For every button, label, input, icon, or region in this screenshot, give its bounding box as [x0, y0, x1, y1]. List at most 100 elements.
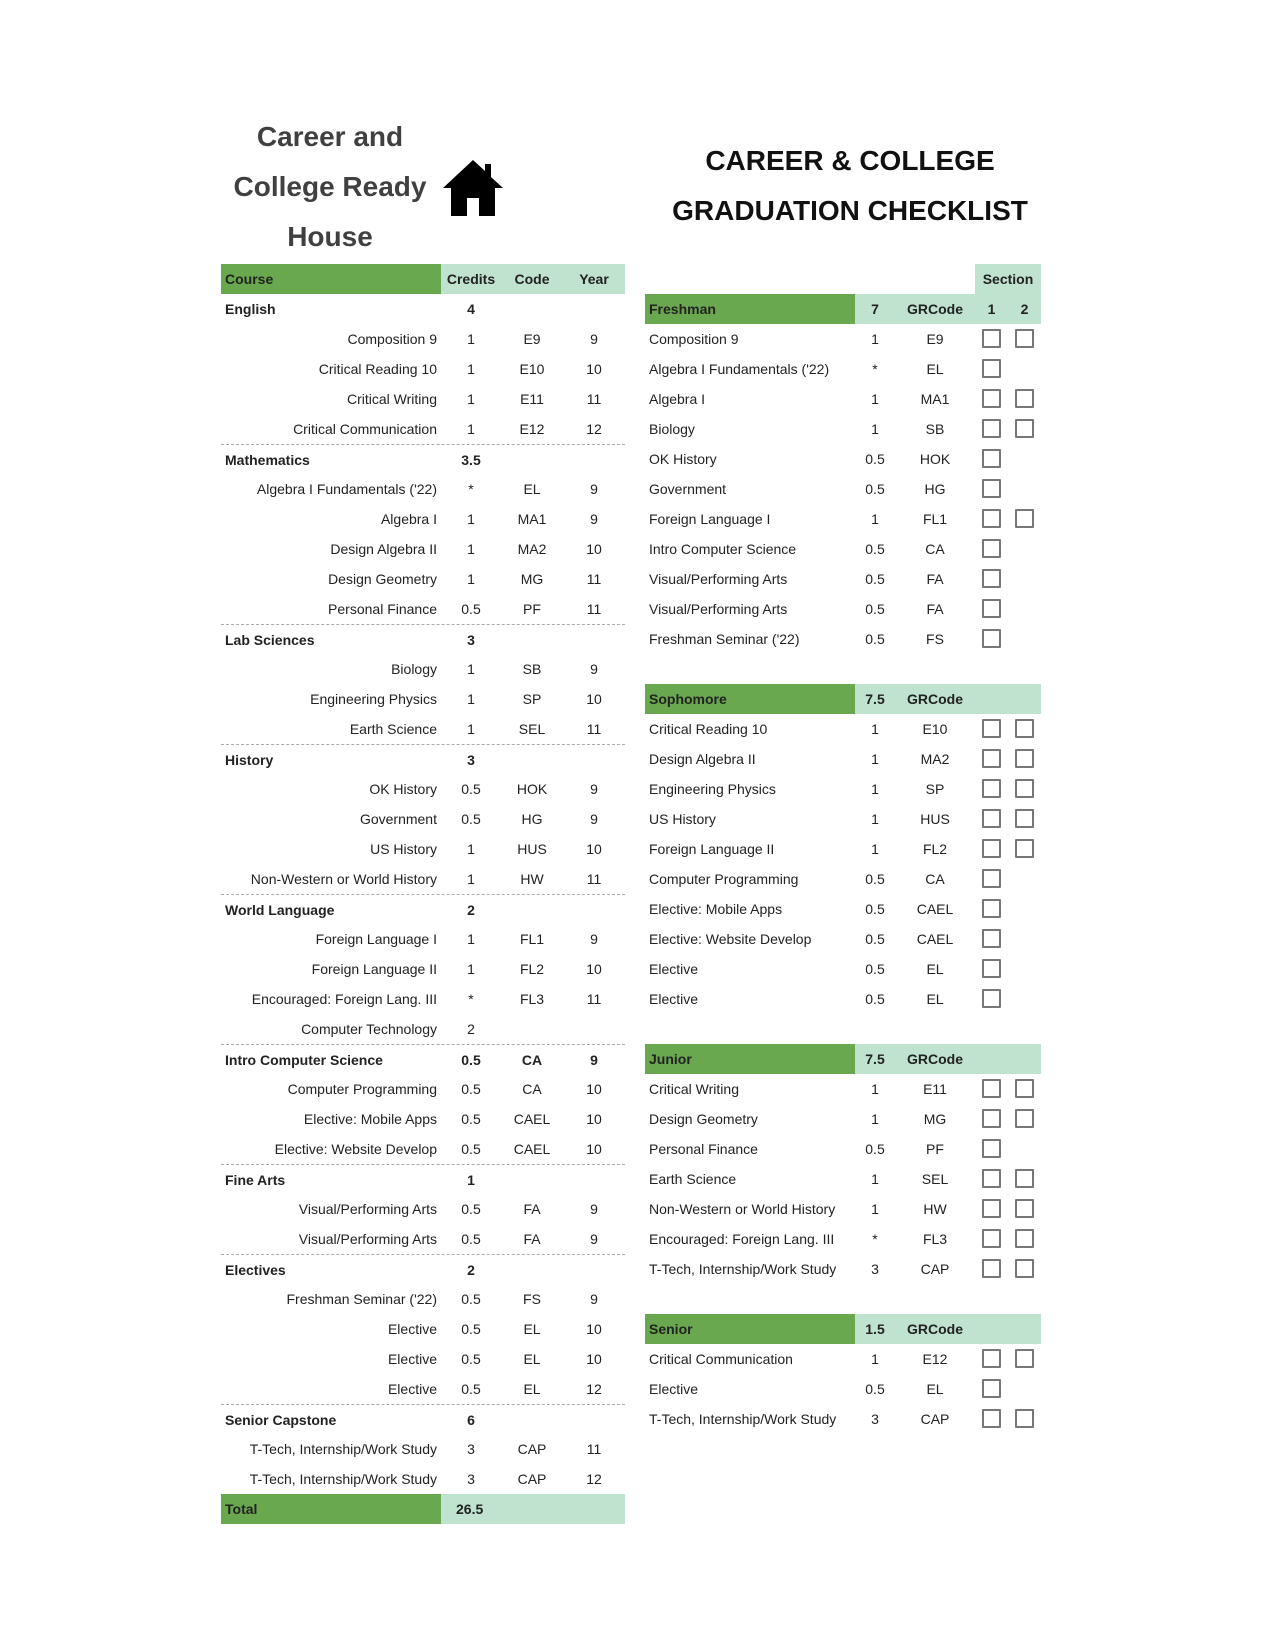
course-name: Non-Western or World History [250, 871, 437, 887]
code: EL [926, 961, 944, 977]
title-line: House [287, 221, 373, 252]
checkbox-section-1[interactable] [982, 509, 1001, 529]
checkbox-section-1[interactable] [982, 779, 1001, 799]
checkbox-section-2[interactable] [1015, 509, 1034, 529]
code: CA [521, 1052, 543, 1068]
checkbox-section-1[interactable] [982, 479, 1001, 499]
course-name: Biology [649, 421, 695, 437]
credits: 0.5 [461, 1291, 481, 1307]
checkbox-section-2[interactable] [1015, 1109, 1034, 1129]
checkbox-section-2[interactable] [1015, 1259, 1034, 1279]
group-header-junior: Junior 7.5 GRCode [645, 1044, 1041, 1074]
checkbox-section-2[interactable] [1015, 1409, 1034, 1429]
checkbox-cell [975, 1194, 1008, 1224]
credits: 3 [467, 632, 475, 648]
code: MA1 [517, 511, 547, 527]
group-name: Freshman [645, 294, 855, 324]
credits: 1 [467, 931, 475, 947]
credits: 0.5 [865, 871, 885, 887]
checkbox-cell [1008, 714, 1041, 744]
credits: 1 [467, 361, 475, 377]
checkbox-cell [1008, 954, 1041, 984]
checkbox-section-1[interactable] [982, 1379, 1001, 1399]
code: CA [925, 871, 945, 887]
course-row: Freshman Seminar ('22) 0.5 FS 9 [221, 1284, 625, 1314]
checkbox-section-2[interactable] [1015, 749, 1034, 769]
code: FA [523, 1231, 541, 1247]
checkbox-section-1[interactable] [982, 1349, 1001, 1369]
checkbox-section-2[interactable] [1015, 389, 1034, 409]
checkbox-section-2[interactable] [1015, 779, 1034, 799]
checkbox-section-1[interactable] [982, 869, 1001, 889]
year: 9 [590, 481, 598, 497]
code: HOK [919, 451, 951, 467]
checkbox-section-1[interactable] [982, 1409, 1001, 1429]
checkbox-section-1[interactable] [982, 539, 1001, 559]
checkbox-section-2[interactable] [1015, 1169, 1034, 1189]
checkbox-cell [975, 744, 1008, 774]
credits: 1 [467, 541, 475, 557]
code: FS [926, 631, 944, 647]
code: CAP [517, 1441, 547, 1457]
checkbox-section-1[interactable] [982, 1259, 1001, 1279]
checkbox-section-1[interactable] [982, 1169, 1001, 1189]
group-name: Senior [645, 1314, 855, 1344]
checkbox-section-1[interactable] [982, 629, 1001, 649]
course-name: Critical Reading 10 [649, 721, 768, 737]
year: 10 [586, 1321, 602, 1337]
checkbox-section-1[interactable] [982, 749, 1001, 769]
checkbox-section-1[interactable] [982, 1109, 1001, 1129]
code: E10 [519, 361, 545, 377]
checkbox-section-1[interactable] [982, 1079, 1001, 1099]
checkbox-section-2[interactable] [1015, 419, 1034, 439]
checkbox-section-2[interactable] [1015, 329, 1034, 349]
credits: 0.5 [865, 961, 885, 977]
spacer [645, 264, 975, 294]
checkbox-section-1[interactable] [982, 989, 1001, 1009]
credits: 1 [871, 841, 879, 857]
course-name: Visual/Performing Arts [298, 1231, 437, 1247]
course-name: Elective: Website Develop [649, 931, 812, 947]
checkbox-section-1[interactable] [982, 449, 1001, 469]
category-row: Senior Capstone 6 [221, 1404, 625, 1434]
checkbox-section-1[interactable] [982, 719, 1001, 739]
grcode-label: GRCode [895, 1044, 975, 1074]
checkbox-section-1[interactable] [982, 1199, 1001, 1219]
checkbox-section-2[interactable] [1015, 1079, 1034, 1099]
checklist-row: Elective 0.5 EL [645, 1374, 1041, 1404]
year [563, 1255, 625, 1284]
checkbox-section-1[interactable] [982, 809, 1001, 829]
checkbox-cell [975, 1134, 1008, 1164]
grcode-label: GRCode [895, 1314, 975, 1344]
checkbox-section-1[interactable] [982, 599, 1001, 619]
checkbox-section-2[interactable] [1015, 1229, 1034, 1249]
checkbox-section-2[interactable] [1015, 719, 1034, 739]
total-row: Total 26.5 [221, 1494, 625, 1524]
course-name: Elective [649, 1381, 699, 1397]
checkbox-cell [1008, 1374, 1041, 1404]
checkbox-section-1[interactable] [982, 569, 1001, 589]
checkbox-section-2[interactable] [1015, 1199, 1034, 1219]
checkbox-section-2[interactable] [1015, 1349, 1034, 1369]
header-code: Code [501, 264, 563, 294]
checkbox-section-1[interactable] [982, 419, 1001, 439]
code: FL1 [519, 931, 545, 947]
checkbox-section-1[interactable] [982, 929, 1001, 949]
checkbox-section-2[interactable] [1015, 839, 1034, 859]
checkbox-section-1[interactable] [982, 329, 1001, 349]
course-name: Mathematics [225, 452, 310, 468]
checkbox-cell [1008, 984, 1041, 1014]
course-name: Personal Finance [649, 1141, 758, 1157]
checkbox-section-1[interactable] [982, 1139, 1001, 1159]
checkbox-section-1[interactable] [982, 359, 1001, 379]
code: FA [523, 1201, 541, 1217]
checkbox-section-1[interactable] [982, 1229, 1001, 1249]
checkbox-section-1[interactable] [982, 959, 1001, 979]
code: MA2 [920, 751, 950, 767]
checklist-row: T-Tech, Internship/Work Study 3 CAP [645, 1404, 1041, 1434]
checkbox-section-2[interactable] [1015, 809, 1034, 829]
checkbox-section-1[interactable] [982, 389, 1001, 409]
header-year: Year [563, 264, 625, 294]
checkbox-section-1[interactable] [982, 839, 1001, 859]
checkbox-section-1[interactable] [982, 899, 1001, 919]
